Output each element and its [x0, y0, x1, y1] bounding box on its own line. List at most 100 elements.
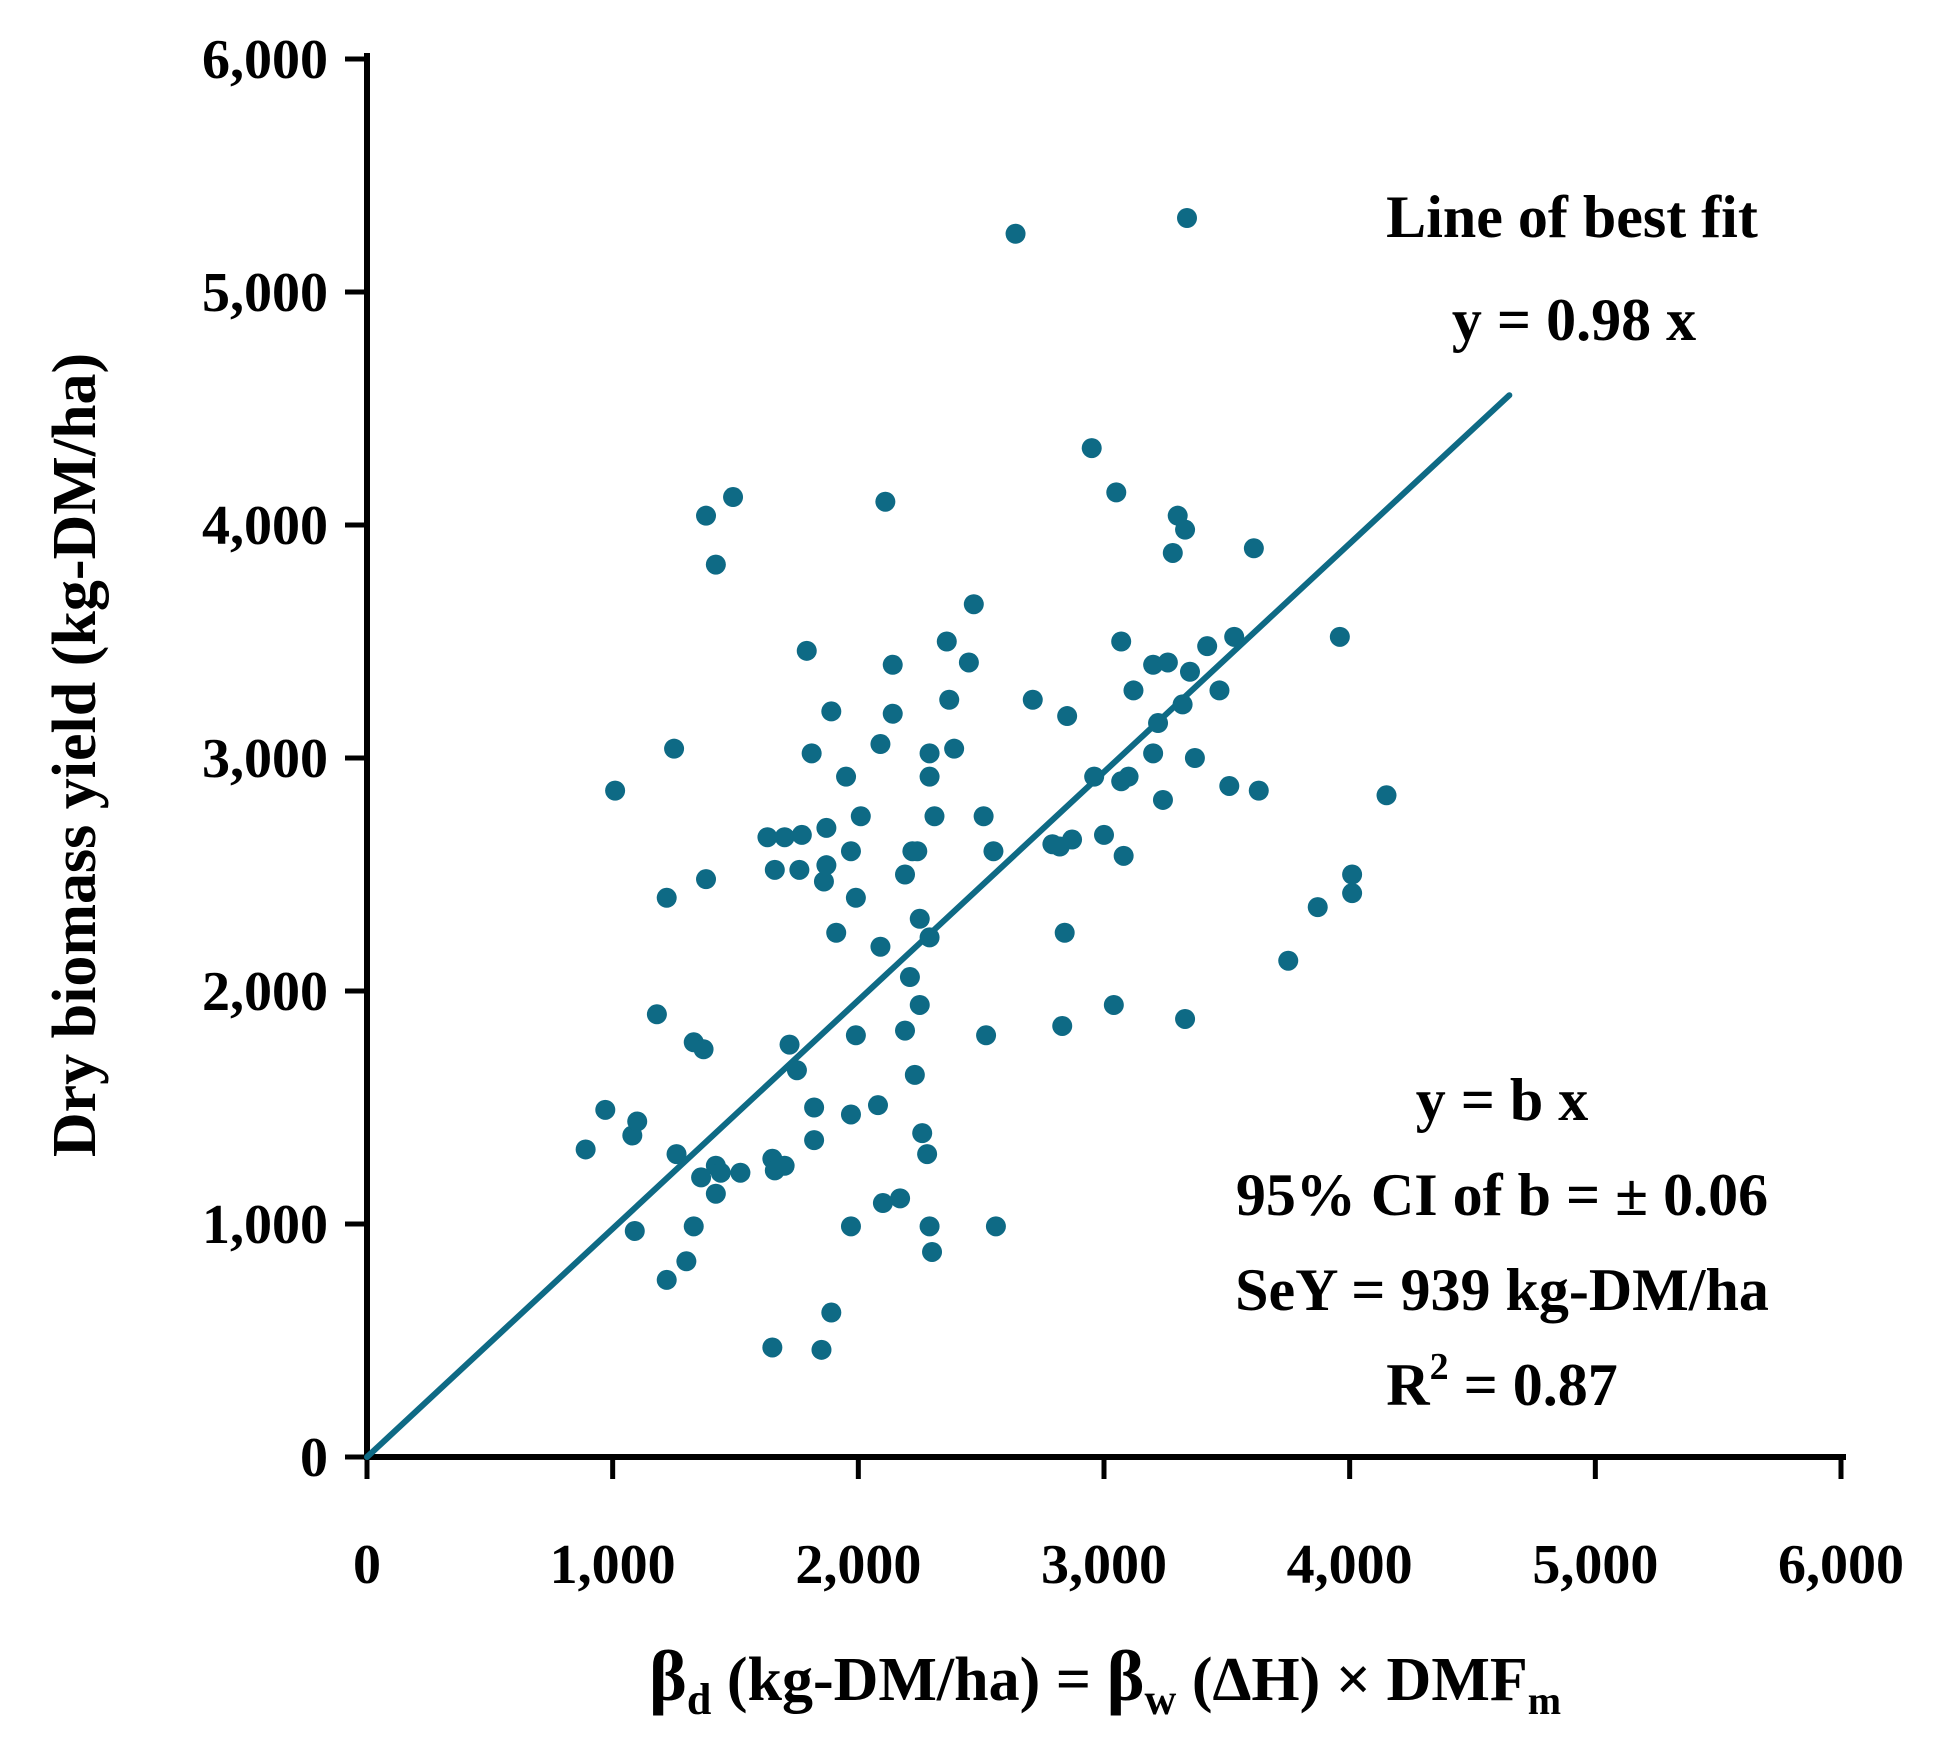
data-point [904, 1064, 925, 1085]
data-point [963, 594, 984, 615]
data-point [912, 1123, 933, 1144]
data-point [676, 1251, 697, 1272]
data-point [826, 922, 847, 943]
data-point [1113, 845, 1134, 866]
y-tick-label: 3,000 [202, 728, 328, 790]
data-point [840, 841, 861, 862]
data-point [1123, 680, 1144, 701]
data-point [909, 994, 930, 1015]
standard-error: SeY = 939 kg-DM/ha [1235, 1257, 1769, 1323]
data-point [1152, 789, 1173, 810]
data-point [656, 1269, 677, 1290]
data-point [882, 703, 903, 724]
data-point [1106, 482, 1127, 503]
data-point [1148, 713, 1169, 734]
data-point [666, 1144, 687, 1165]
r-squared-prefix: R [1386, 1352, 1430, 1418]
data-point [816, 817, 837, 838]
data-point [1342, 864, 1363, 885]
data-point [895, 864, 916, 885]
data-point [919, 766, 940, 787]
data-point [939, 689, 960, 710]
data-point [816, 855, 837, 876]
data-point [779, 1034, 800, 1055]
data-point [693, 1039, 714, 1060]
x-tick-label: 5,000 [1532, 1534, 1658, 1596]
y-tick-label: 1,000 [202, 1194, 328, 1256]
legend-equation: y = 0.98 x [1452, 287, 1696, 353]
data-point [958, 652, 979, 673]
data-point [924, 806, 945, 827]
x-title-sub-m: m [1528, 1678, 1561, 1723]
data-point [976, 1025, 997, 1046]
data-point [836, 766, 857, 787]
data-point [804, 1130, 825, 1151]
data-point [786, 1060, 807, 1081]
data-point [646, 1004, 667, 1025]
data-point [840, 1104, 861, 1125]
data-point [1179, 661, 1200, 682]
data-point [821, 1302, 842, 1323]
data-point [936, 631, 957, 652]
data-point [1219, 775, 1240, 796]
axis-ticks [345, 56, 1844, 1479]
r-squared: R2 = 0.87 [1386, 1346, 1618, 1418]
confidence-interval: 95% CI of b = ± 0.06 [1236, 1162, 1768, 1228]
model-equation: y = b x [1416, 1067, 1589, 1133]
data-point [882, 654, 903, 675]
x-tick-label: 0 [353, 1534, 381, 1596]
data-point [1054, 922, 1075, 943]
data-point [867, 1095, 888, 1116]
data-point [757, 827, 778, 848]
data-point [872, 1193, 893, 1214]
data-point [789, 859, 810, 880]
data-point [764, 859, 785, 880]
data-point [840, 1216, 861, 1237]
data-point [1084, 766, 1105, 787]
data-point [774, 1155, 795, 1176]
data-point [922, 1241, 943, 1262]
data-point [1197, 636, 1218, 657]
data-point [1005, 223, 1026, 244]
data-point [1157, 652, 1178, 673]
y-tick-label: 0 [300, 1427, 328, 1489]
x-tick-label: 2,000 [795, 1534, 921, 1596]
data-point [804, 1097, 825, 1118]
data-point [850, 806, 871, 827]
y-axis-title: Dry biomass yield (kg-DM/ha) [41, 353, 109, 1157]
data-points [575, 223, 1397, 1360]
data-point [1143, 654, 1164, 675]
data-point [845, 1025, 866, 1046]
data-point [691, 1167, 712, 1188]
data-point [696, 869, 717, 890]
data-point [919, 927, 940, 948]
data-point [985, 1216, 1006, 1237]
data-point [870, 734, 891, 755]
data-point [1307, 897, 1328, 918]
data-point [909, 908, 930, 929]
data-point [656, 887, 677, 908]
data-point [796, 640, 817, 661]
r-squared-value: = 0.87 [1449, 1352, 1618, 1418]
y-tick-label: 4,000 [202, 495, 328, 557]
data-point [1162, 542, 1183, 563]
data-point [723, 487, 744, 508]
data-point [1022, 689, 1043, 710]
data-point [1052, 1015, 1073, 1036]
data-point [1118, 766, 1139, 787]
data-point [890, 1188, 911, 1209]
r-squared-exponent: 2 [1430, 1346, 1449, 1388]
best-fit-line [364, 392, 1513, 1460]
data-point [624, 1220, 645, 1241]
data-point [605, 780, 626, 801]
data-point [774, 827, 795, 848]
data-point [845, 887, 866, 908]
axis-tick-labels: 0 1,000 2,000 3,000 4,000 5,000 6,000 0 1,000 2,0… [202, 29, 1904, 1596]
x-title-sub-d: d [687, 1675, 711, 1724]
data-point [1143, 743, 1164, 764]
data-point [710, 1162, 731, 1183]
legend-label: Line of best fit [1386, 184, 1758, 250]
data-point [1111, 631, 1132, 652]
data-point [1094, 824, 1114, 845]
